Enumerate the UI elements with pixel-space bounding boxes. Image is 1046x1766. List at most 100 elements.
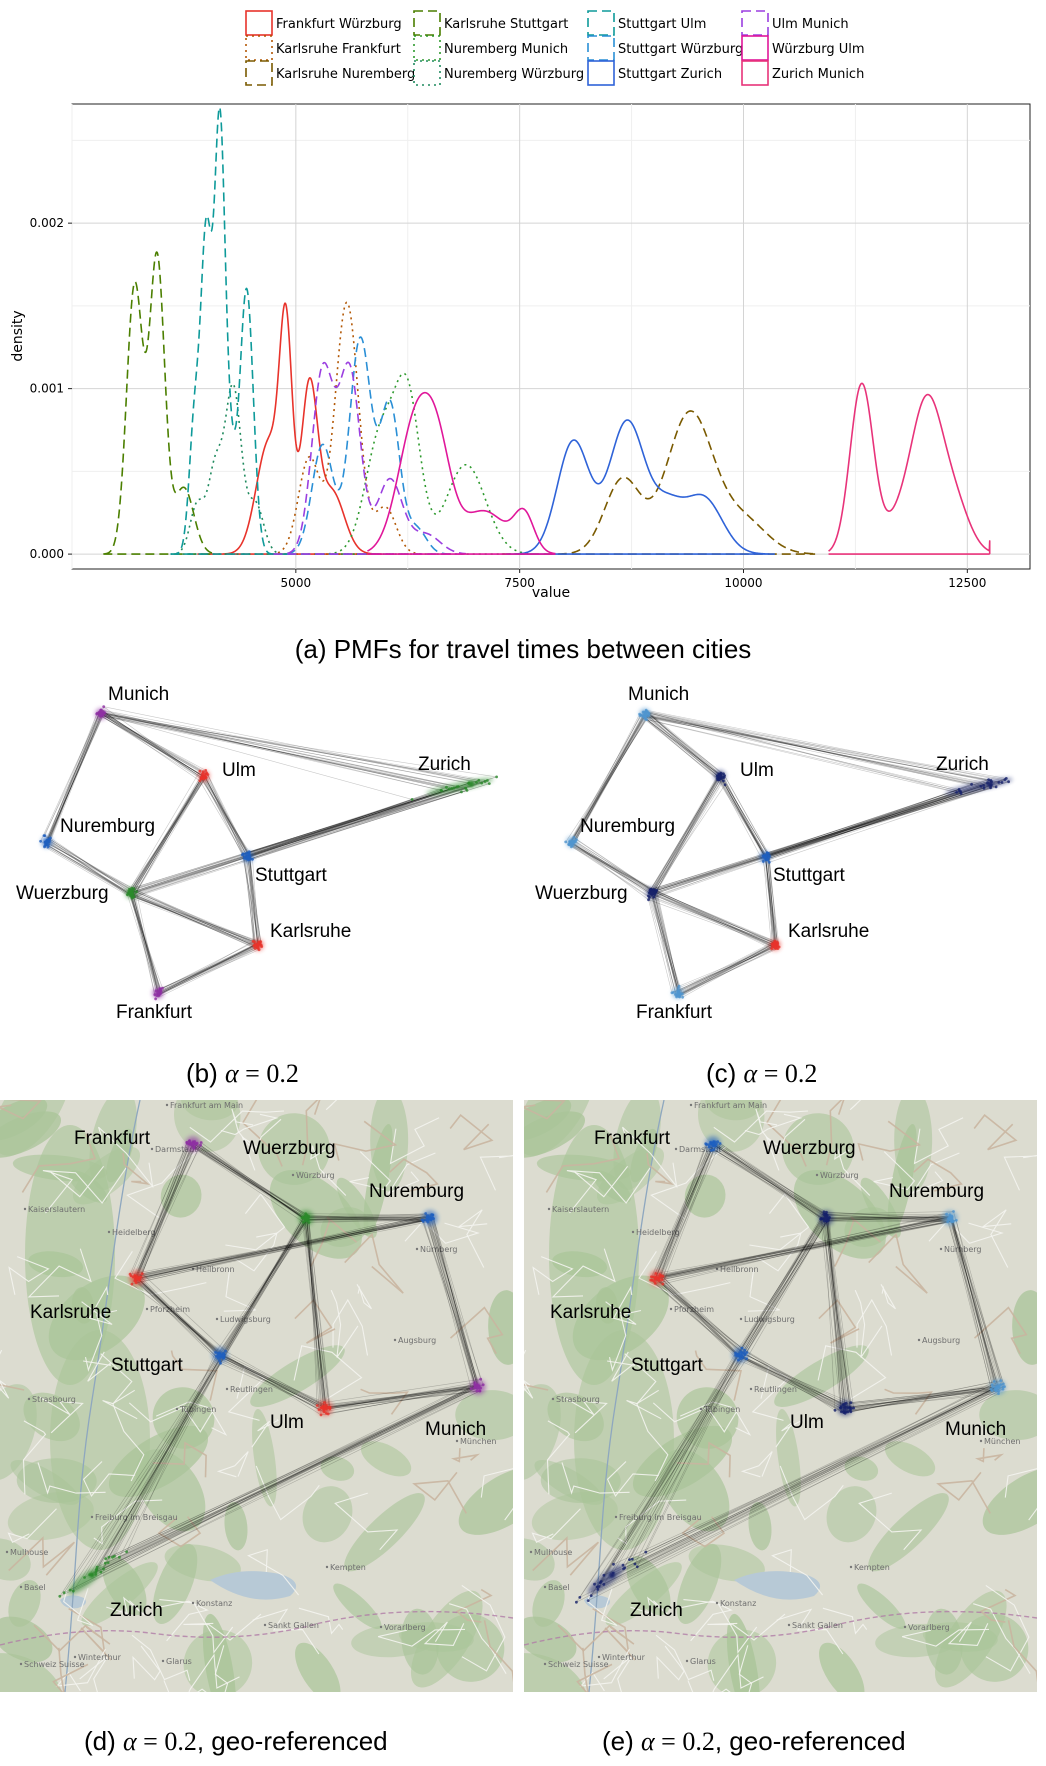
edge-munich-zurich	[96, 706, 497, 800]
map-place-dot	[161, 1659, 165, 1663]
edge-sample-line	[598, 1352, 736, 1587]
map-forest	[164, 1544, 241, 1582]
edge-sample-line	[128, 890, 162, 992]
map-place-dot	[715, 1601, 719, 1605]
legend-key	[413, 35, 441, 61]
map-road	[936, 1471, 991, 1514]
edge-sample-line	[139, 1277, 222, 1356]
node-sample-dot	[450, 787, 454, 790]
edge-sample-line	[155, 948, 259, 992]
map-forest	[524, 1100, 595, 1156]
node-sample-dot	[199, 1141, 203, 1144]
node-core	[762, 854, 768, 860]
edge-sample-line	[765, 857, 775, 945]
edge-sample-line	[188, 1143, 303, 1218]
node-sample-dot	[997, 781, 1001, 784]
node-core	[823, 1215, 829, 1221]
node-nuremburg	[39, 834, 53, 849]
edge-sample-line	[130, 1142, 188, 1277]
node-core	[155, 990, 161, 996]
edge-sample-line	[102, 714, 455, 789]
edge-sample-line	[427, 1219, 479, 1388]
edge-sample-line	[678, 943, 777, 997]
x-tick-label: 5000	[281, 576, 312, 590]
map-road	[913, 1117, 964, 1165]
edge-sample-line	[130, 893, 260, 943]
city-label-zurich: Zurich	[418, 754, 471, 775]
edge-wuerzburg-stuttgart	[215, 1213, 310, 1364]
node-frankfurt	[670, 984, 684, 999]
edge-sample-line	[186, 1142, 305, 1217]
edge-sample-line	[769, 787, 991, 863]
map-place-label: Ludwigsburg	[220, 1315, 271, 1324]
edge-sample-line	[432, 1217, 478, 1386]
node-sample-dot	[39, 839, 42, 843]
edge-sample-line	[850, 1386, 998, 1403]
edge-sample-line	[643, 711, 984, 786]
edge-sample-line	[141, 1273, 226, 1352]
map-road	[128, 1402, 215, 1433]
edge-sample-line	[104, 712, 462, 793]
edge-sample-line	[740, 1351, 851, 1412]
edge-sample-line	[326, 1387, 478, 1414]
edge-sample-line	[132, 890, 258, 946]
city-label-munich: Munich	[108, 684, 169, 705]
edge-sample-line	[951, 1221, 1004, 1387]
edge-sample-line	[247, 856, 262, 947]
map-road	[775, 1419, 803, 1448]
edge-sample-line	[154, 945, 259, 995]
node-sample-dot	[602, 1583, 606, 1586]
edge-sample-line	[724, 784, 766, 858]
edge-sample-line	[744, 1354, 850, 1408]
legend-key	[413, 60, 441, 86]
node-sample-dot	[315, 1404, 319, 1407]
map-place-dot	[455, 1439, 459, 1443]
edge-sample-line	[129, 782, 469, 895]
map-forest	[524, 1653, 587, 1692]
edge-sample-line	[597, 1356, 740, 1590]
edge-nuremburg-wuerzburg	[565, 837, 657, 900]
legend-label: Karlsruhe Frankfurt	[276, 42, 401, 57]
edge-sample-line	[655, 1150, 712, 1280]
map-place-label: Reutlingen	[230, 1385, 273, 1394]
edge-sample-line	[826, 1215, 852, 1409]
edge-sample-line	[825, 1215, 849, 1408]
node-sample-dot	[128, 1272, 132, 1276]
map-road	[817, 1345, 887, 1400]
edge-sample-line	[160, 944, 256, 990]
edge-sample-line	[304, 1216, 432, 1219]
node-core	[947, 1215, 953, 1221]
node-sample-dot	[487, 782, 491, 785]
edge-sample-line	[223, 1216, 305, 1357]
legend-entry-frankfurt-wurzburg: Frankfurt Würzburg	[245, 10, 402, 36]
edge-sample-line	[651, 774, 721, 891]
map-place-dot	[191, 1601, 195, 1605]
edge-sample-line	[649, 897, 683, 998]
node-sample-dot	[154, 997, 158, 1001]
edge-sample-line	[653, 891, 775, 944]
edge-sample-line	[570, 843, 655, 891]
edge-sample-line	[768, 789, 960, 854]
edge-sample-line	[128, 893, 163, 989]
edge-sample-line	[303, 1216, 431, 1218]
map-road	[451, 1448, 481, 1463]
edge-sample-line	[301, 1217, 324, 1407]
edge-sample-line	[321, 1384, 475, 1408]
legend-key	[741, 60, 769, 86]
edge-sample-line	[659, 1217, 951, 1278]
edge-sample-line	[658, 1218, 952, 1279]
edge-sample-line	[826, 1216, 952, 1221]
map-forest	[180, 1100, 239, 1121]
edge-ulm-stuttgart	[199, 770, 253, 860]
edge-sample-line	[246, 780, 488, 859]
edge-sample-line	[131, 783, 490, 897]
map-border	[524, 1610, 1037, 1646]
edge-sample-line	[328, 1385, 476, 1408]
edge-sample-line	[764, 792, 957, 857]
map-road	[310, 1145, 347, 1196]
node-sample-dot	[214, 1351, 218, 1354]
edge-sample-line	[305, 1213, 426, 1220]
edge-sample-line	[97, 712, 206, 777]
edge-sample-line	[158, 949, 260, 995]
